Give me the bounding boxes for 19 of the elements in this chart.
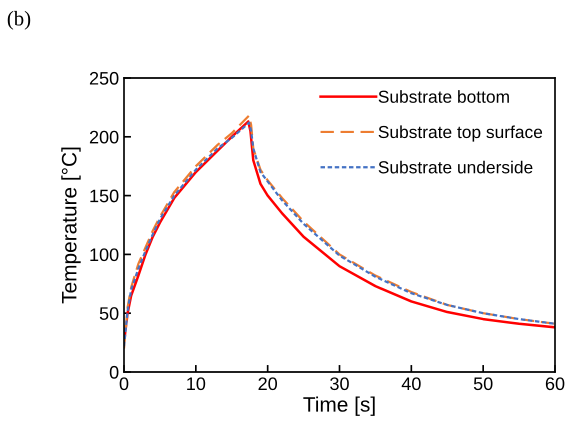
y-tick-label: 250	[90, 72, 118, 85]
x-axis-title: Time [s]	[303, 396, 375, 416]
y-tick-label: 200	[90, 130, 118, 144]
x-tick-label: 50	[474, 377, 493, 390]
y-axis-title: Temperature [°C]	[61, 148, 81, 304]
y-tick-label: 100	[90, 248, 118, 262]
x-tick-label: 30	[330, 377, 349, 390]
x-tick-label: 40	[402, 377, 421, 390]
x-tick-label: 0	[120, 377, 128, 390]
y-tick-label: 0	[110, 366, 118, 379]
x-tick-label: 20	[258, 377, 278, 390]
text: (b)	[8, 10, 30, 30]
legend-label: Substrate underside	[378, 160, 532, 174]
y-tick-label: 150	[90, 190, 118, 202]
y-tick-label: 50	[100, 307, 118, 320]
legend-label: Substrate top surface	[378, 125, 542, 142]
x-tick-label: 10	[187, 377, 206, 390]
x-tick-label: 60	[546, 377, 564, 390]
legend-label: Substrate bottom	[378, 90, 509, 103]
